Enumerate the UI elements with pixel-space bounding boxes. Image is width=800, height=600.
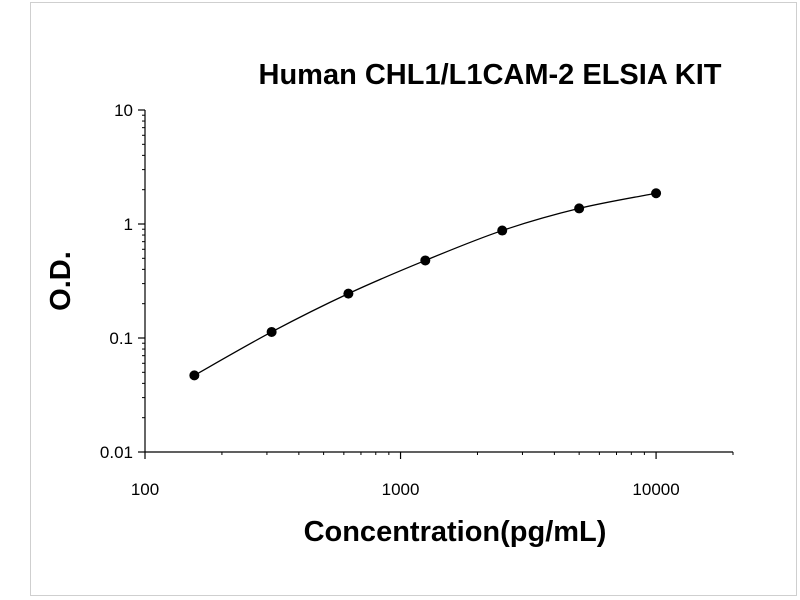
y-tick-label: 0.1 bbox=[109, 329, 133, 348]
y-axis-title: O.D. bbox=[45, 251, 77, 311]
x-tick-label: 10000 bbox=[632, 480, 679, 499]
fit-curve bbox=[194, 192, 657, 376]
chart-title: Human CHL1/L1CAM-2 ELSIA KIT bbox=[259, 59, 722, 91]
fit-curve-layer bbox=[194, 192, 657, 376]
y-tick-label: 10 bbox=[114, 101, 133, 120]
tick-labels: 0.01 0.1 1 10 100 1000 10000 bbox=[100, 101, 680, 499]
axes bbox=[138, 109, 734, 459]
x-tick-label: 1000 bbox=[382, 480, 420, 499]
data-point bbox=[651, 188, 662, 199]
data-point bbox=[343, 288, 354, 299]
x-axis-title: Concentration(pg/mL) bbox=[304, 516, 607, 548]
data-point bbox=[497, 225, 508, 236]
data-points-layer bbox=[189, 188, 662, 381]
y-tick-label: 1 bbox=[124, 215, 133, 234]
data-point bbox=[574, 203, 585, 214]
x-tick-label: 100 bbox=[131, 480, 159, 499]
data-point bbox=[266, 326, 277, 337]
y-tick-label: 0.01 bbox=[100, 443, 133, 462]
data-point bbox=[189, 370, 200, 381]
chart-frame bbox=[30, 2, 797, 596]
data-point bbox=[420, 255, 431, 266]
